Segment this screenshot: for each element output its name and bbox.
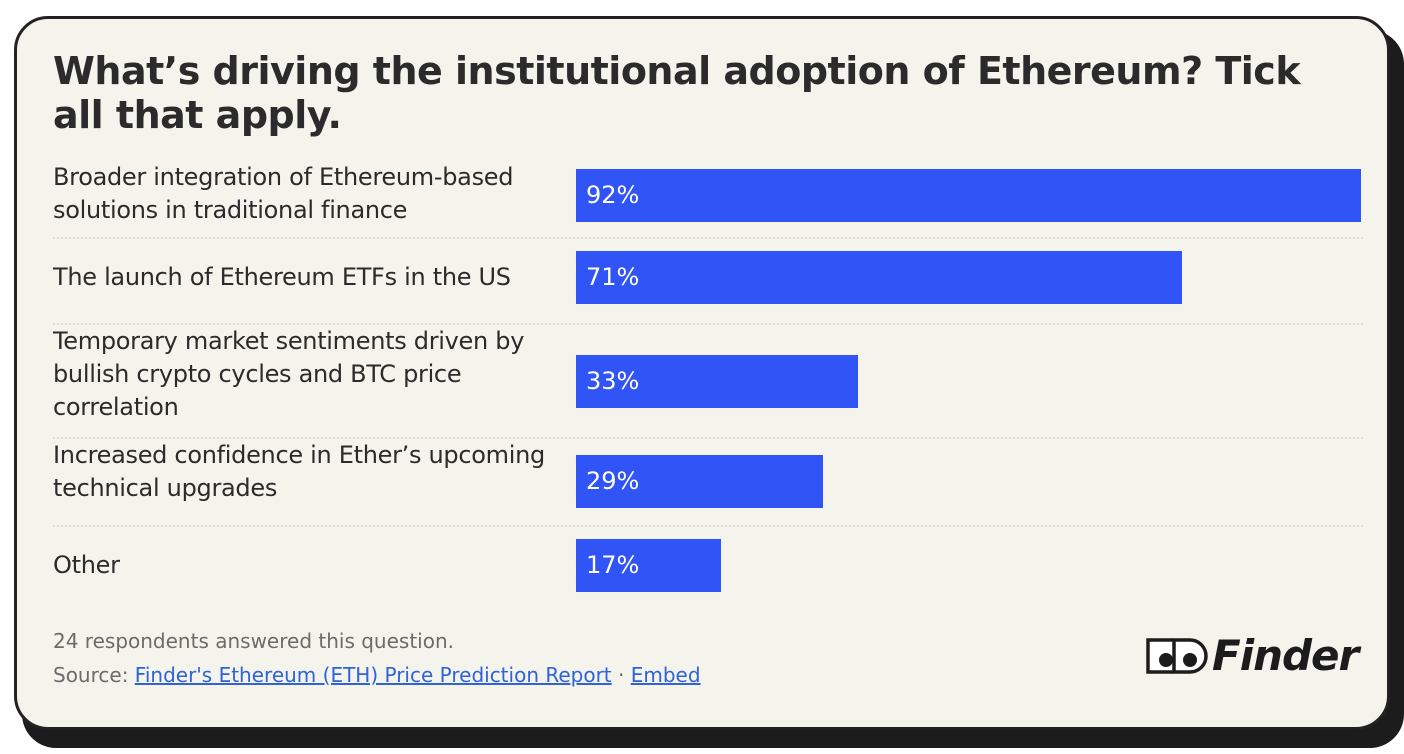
- bar: 33%: [576, 355, 858, 408]
- source-prefix: Source:: [53, 663, 129, 687]
- value-label: 33%: [586, 367, 640, 395]
- value-label: 92%: [586, 181, 640, 209]
- row-divider: [53, 323, 1363, 325]
- respondents-note: 24 respondents answered this question.: [53, 629, 454, 653]
- eyes-icon: [1146, 637, 1208, 674]
- category-label: Increased confidence in Ether’s upcoming…: [53, 441, 545, 502]
- bar-row: The launch of Ethereum ETFs in the US 71%: [53, 243, 1363, 325]
- row-divider: [53, 525, 1363, 527]
- bar: 29%: [576, 455, 824, 508]
- finder-logo[interactable]: Finder: [1144, 631, 1359, 680]
- bar: 17%: [576, 539, 722, 592]
- bar: 71%: [576, 251, 1182, 304]
- value-label: 29%: [586, 467, 640, 495]
- logo-text: Finder: [1212, 631, 1359, 680]
- value-label: 17%: [586, 551, 640, 579]
- embed-link[interactable]: Embed: [630, 663, 701, 687]
- row-divider: [53, 437, 1363, 439]
- source-report-link[interactable]: Finder's Ethereum (ETH) Price Prediction…: [134, 663, 612, 687]
- bar-row: Temporary market sentiments driven by bu…: [53, 325, 1363, 439]
- bar-row: Broader integration of Ethereum-based so…: [53, 161, 1363, 243]
- category-label: Other: [53, 551, 120, 579]
- bar: 92%: [576, 169, 1361, 222]
- bar-row: Increased confidence in Ether’s upcoming…: [53, 439, 1363, 527]
- value-label: 71%: [586, 263, 640, 291]
- category-label: Broader integration of Ethereum-based so…: [53, 163, 514, 224]
- chart-card: What’s driving the institutional adoptio…: [14, 16, 1390, 730]
- separator: ·: [618, 663, 625, 687]
- chart-title: What’s driving the institutional adoptio…: [53, 49, 1301, 137]
- row-divider: [53, 237, 1363, 239]
- category-label: Temporary market sentiments driven by bu…: [53, 327, 525, 421]
- source-line: Source: Finder's Ethereum (ETH) Price Pr…: [53, 663, 701, 687]
- bar-row: Other 17%: [53, 527, 1363, 603]
- category-label: The launch of Ethereum ETFs in the US: [53, 263, 511, 291]
